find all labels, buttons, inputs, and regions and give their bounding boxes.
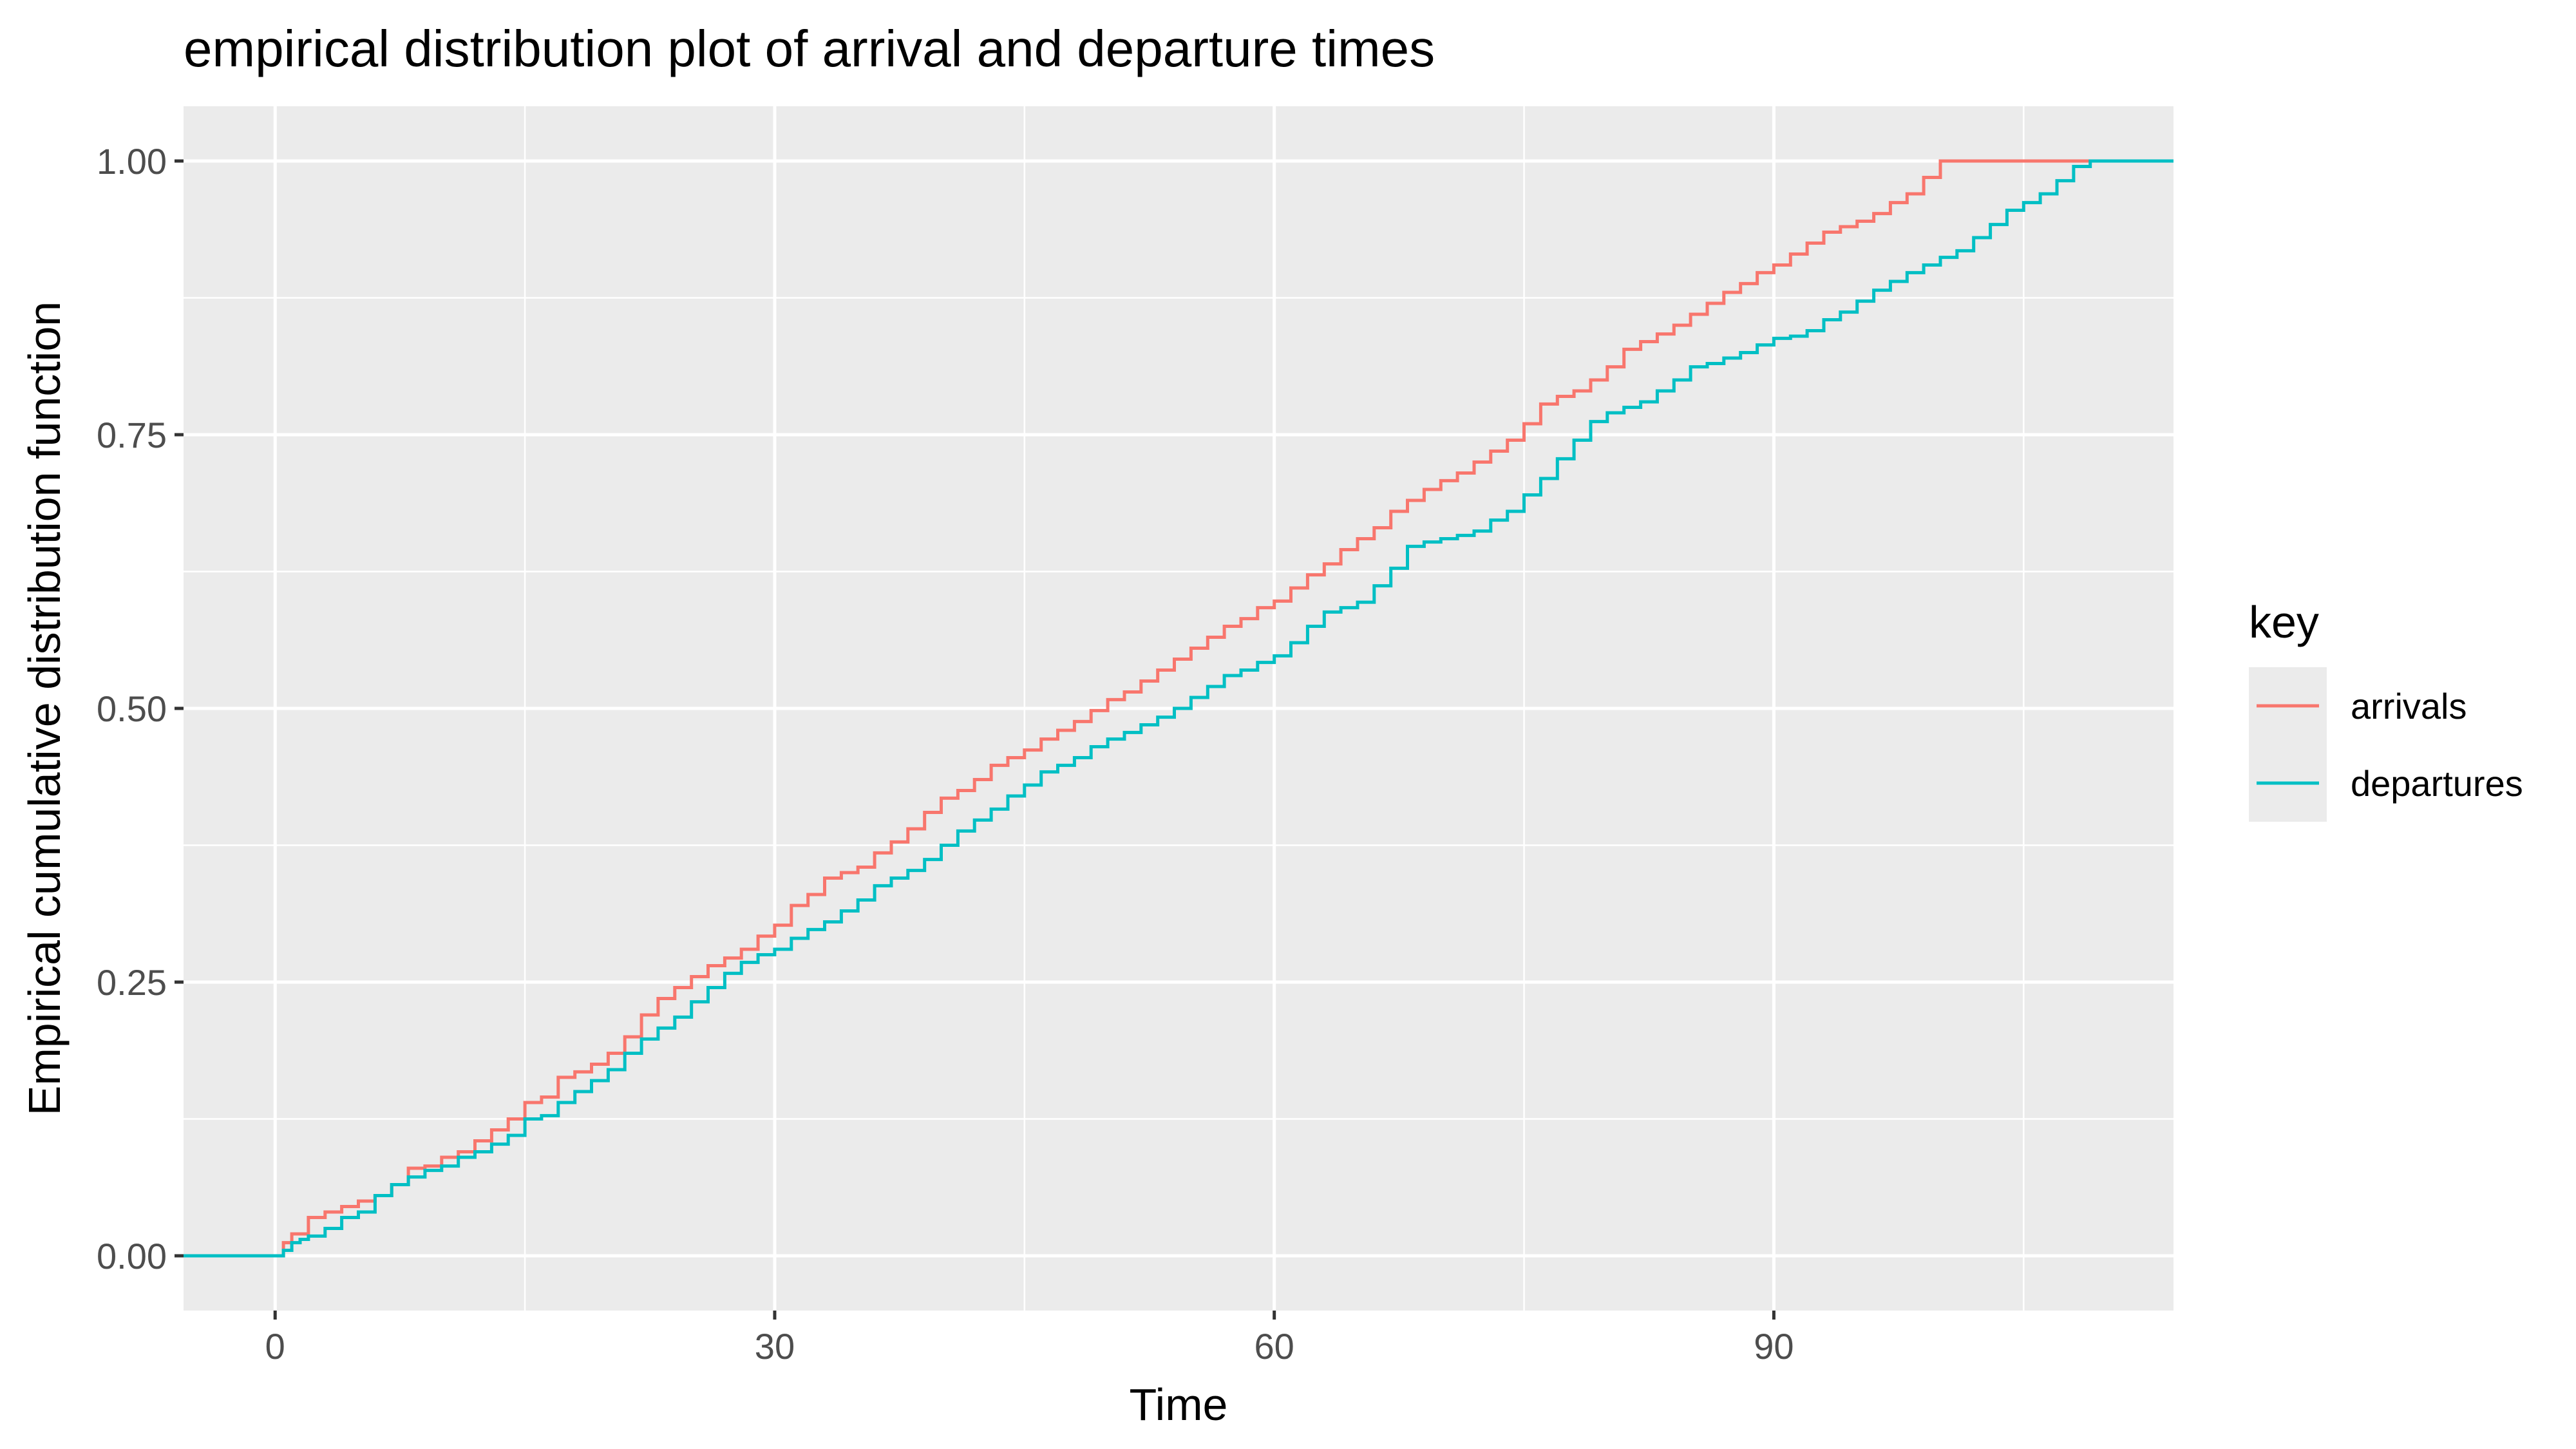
y-axis: 0.00 0.25 0.50 0.75 1.00 bbox=[97, 141, 184, 1276]
series-layer bbox=[184, 159, 2174, 1258]
y-tick-label: 0.25 bbox=[97, 962, 167, 1003]
series-line-departures bbox=[184, 159, 2174, 1258]
x-axis: 0 30 60 90 bbox=[265, 1311, 1794, 1367]
y-tick-label: 0.75 bbox=[97, 415, 167, 455]
y-axis-title: Empirical cumulative distribution functi… bbox=[19, 301, 70, 1115]
y-tick-label: 1.00 bbox=[97, 141, 167, 182]
y-tick-label: 0.50 bbox=[97, 688, 167, 729]
y-tick-label: 0.00 bbox=[97, 1236, 167, 1276]
legend: key arrivals departures bbox=[2249, 597, 2523, 822]
series-line-arrivals bbox=[184, 159, 2174, 1258]
x-tick-label: 60 bbox=[1255, 1326, 1294, 1367]
legend-label-departures: departures bbox=[2351, 763, 2523, 804]
grid-major bbox=[184, 106, 2174, 1311]
x-tick-label: 0 bbox=[265, 1326, 285, 1367]
legend-label-arrivals: arrivals bbox=[2351, 686, 2467, 726]
x-axis-title: Time bbox=[1130, 1379, 1228, 1430]
x-tick-label: 90 bbox=[1754, 1326, 1794, 1367]
legend-title: key bbox=[2249, 597, 2319, 647]
x-tick-label: 30 bbox=[755, 1326, 795, 1367]
chart-title: empirical distribution plot of arrival a… bbox=[184, 20, 1435, 77]
